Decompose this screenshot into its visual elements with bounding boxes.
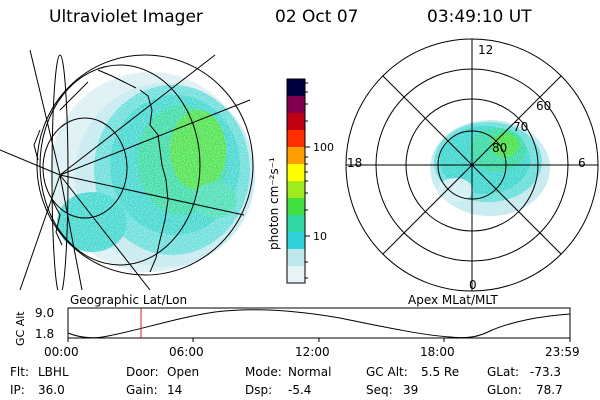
ip-value: 36.0: [38, 383, 65, 397]
colorbar-band-9: [287, 113, 305, 130]
gc-alt-tick-high: 9.0: [35, 306, 55, 320]
glon-value: 78.7: [536, 383, 563, 397]
colorbar-band-4: [287, 198, 305, 215]
colorbar-band-6: [287, 164, 305, 181]
door-label: Door:: [126, 365, 159, 379]
ip-label: IP:: [10, 383, 25, 397]
polar-plot: [345, 38, 599, 292]
seq-label: Seq:: [366, 383, 393, 397]
flt-value: LBHL: [38, 365, 69, 379]
colorbar-band-8: [287, 130, 305, 147]
colorbar-band-1: [287, 249, 305, 266]
time-tick-1200: 12:00: [295, 345, 330, 359]
gc-alt-value: 5.5 Re: [421, 365, 460, 379]
seq-value: 39: [403, 383, 419, 397]
polar-grid: [345, 38, 599, 292]
gain-label: Gain:: [126, 383, 158, 397]
time-label: 03:49:10 UT: [427, 7, 532, 27]
colorbar-tick-100: 100: [313, 141, 334, 154]
mlt-label-12: 12: [478, 43, 493, 57]
time-tick-0600: 06:00: [169, 345, 204, 359]
glat-label: GLat:: [487, 365, 520, 379]
glon-label: GLon:: [487, 383, 522, 397]
colorbar-band-7: [287, 147, 305, 164]
flt-label: Flt:: [10, 365, 29, 379]
uv-emission-oval-polar: [420, 110, 550, 220]
gc-alt-label: GC Alt:: [366, 365, 408, 379]
colorbar: [286, 78, 310, 284]
door-value: Open: [167, 365, 200, 379]
colorbar-band-2: [287, 232, 305, 249]
colorbar-unit-label: photon cm⁻²s⁻¹: [267, 157, 281, 250]
mlt-label-6: 6: [578, 156, 586, 170]
instrument-title: Ultraviolet Imager: [49, 7, 203, 27]
time-tick-0000: 00:00: [44, 345, 79, 359]
altitude-plot: [67, 307, 571, 342]
mlat-label-60: 60: [536, 99, 551, 113]
gc-alt-axis-label: GC Alt: [14, 311, 27, 346]
dsp-value: -5.4: [288, 383, 312, 397]
mlat-label-70: 70: [513, 120, 528, 134]
colorbar-band-11: [287, 79, 305, 96]
coastline-outline: [33, 69, 169, 273]
gc-alt-tick-low: 1.8: [35, 327, 55, 341]
altitude-curve: [67, 309, 571, 339]
colorbar-band-0: [287, 266, 305, 283]
colorbar-band-5: [287, 181, 305, 198]
mode-value: Normal: [288, 365, 332, 379]
glat-value: -73.3: [530, 365, 562, 379]
colorbar-band-10: [287, 96, 305, 113]
lat-lon-grid: [0, 49, 254, 290]
mlt-label-0: 0: [469, 278, 477, 292]
mlt-label-18: 18: [347, 156, 362, 170]
mode-label: Mode:: [245, 365, 282, 379]
dsp-label: Dsp:: [245, 383, 273, 397]
time-tick-1800: 18:00: [420, 345, 455, 359]
apex-caption: Apex MLat/MLT: [408, 293, 498, 307]
geographic-caption: Geographic Lat/Lon: [70, 293, 188, 307]
geographic-image: [0, 49, 262, 290]
gain-value: 14: [167, 383, 183, 397]
colorbar-band-3: [287, 215, 305, 232]
colorbar-tick-10: 10: [313, 230, 327, 243]
mlat-label-80: 80: [492, 141, 507, 155]
date-label: 02 Oct 07: [275, 7, 359, 27]
time-tick-2359: 23:59: [545, 345, 580, 359]
